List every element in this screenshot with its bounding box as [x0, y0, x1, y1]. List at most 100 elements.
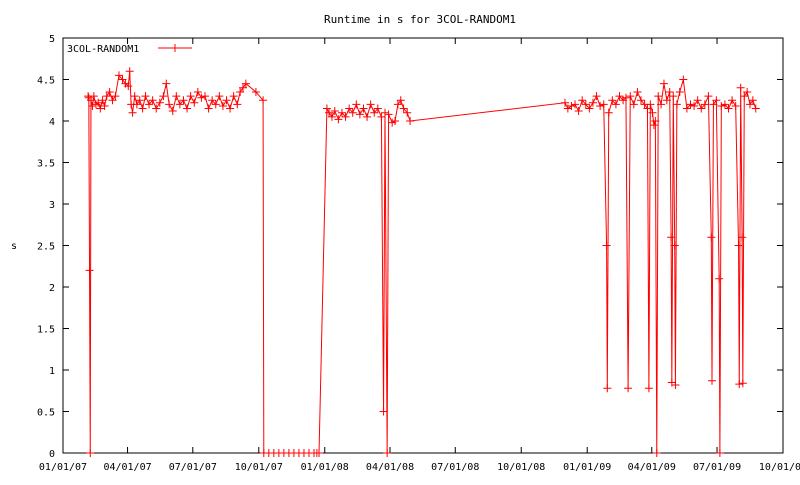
data-point [168, 107, 177, 116]
data-point [707, 233, 716, 242]
data-point [118, 75, 127, 84]
data-point [135, 96, 144, 105]
data-point [624, 384, 633, 393]
data-point [621, 93, 630, 102]
data-point [403, 108, 412, 117]
data-point [648, 108, 657, 117]
data-point [233, 100, 242, 109]
x-tick-label: 07/01/08 [431, 462, 479, 473]
data-point [652, 449, 661, 457]
data-point [406, 117, 415, 125]
x-tick-label: 10/01/07 [235, 462, 283, 473]
data-point [330, 107, 339, 116]
data-point [114, 71, 123, 80]
data-point [693, 96, 702, 105]
data-point [380, 108, 389, 117]
data-point [712, 96, 721, 105]
data-point [611, 100, 620, 109]
data-point [396, 96, 405, 105]
data-point [183, 104, 192, 113]
data-point [599, 100, 608, 109]
data-point [740, 92, 749, 101]
data-point [728, 96, 737, 105]
data-point [571, 100, 580, 109]
data-point [145, 100, 154, 109]
data-point [578, 96, 587, 105]
data-point [708, 376, 716, 385]
data-point [715, 274, 724, 283]
data-point [370, 108, 379, 117]
data-point [581, 100, 590, 109]
data-point [738, 379, 747, 388]
data-point [155, 98, 164, 107]
data-point [159, 92, 168, 101]
x-tick-label: 04/01/09 [628, 462, 676, 473]
data-point [94, 98, 103, 107]
data-point [697, 104, 706, 113]
data-point [377, 112, 386, 121]
data-point [654, 92, 663, 101]
data-point [644, 384, 653, 393]
data-point [86, 96, 95, 105]
y-tick-label: 4 [49, 117, 55, 128]
data-point [735, 380, 744, 389]
x-tick-label: 07/01/07 [169, 462, 217, 473]
data-point [88, 102, 97, 111]
data-point [348, 108, 357, 117]
data-point [148, 96, 157, 105]
data-point [567, 102, 576, 111]
data-point [679, 75, 688, 84]
data-point [325, 108, 334, 117]
y-tick-label: 2.5 [37, 242, 55, 253]
data-point [662, 96, 671, 105]
data-point [738, 233, 747, 242]
x-tick-label: 04/01/07 [103, 462, 151, 473]
x-tick-label: 04/01/08 [366, 462, 414, 473]
data-point [651, 117, 660, 125]
y-tick-label: 0 [49, 449, 55, 460]
data-point [671, 380, 680, 389]
data-point [720, 100, 729, 109]
data-point [322, 104, 331, 113]
y-axis-label: s [11, 241, 17, 252]
data-point [124, 82, 133, 91]
data-point [748, 96, 757, 105]
data-point [355, 110, 364, 119]
x-tick-label: 10/01/08 [497, 462, 545, 473]
data-point [89, 92, 98, 101]
data-point [229, 92, 238, 101]
data-point [603, 384, 612, 393]
data-point [724, 104, 733, 113]
data-point [560, 98, 569, 107]
data-point [211, 100, 220, 109]
y-tick-label: 3 [49, 200, 55, 211]
series-line [87, 71, 757, 454]
data-point [186, 92, 195, 101]
y-axis: 0 0.5 1 1.5 2 2.5 3 3.5 4 4.5 5 [37, 34, 783, 460]
data-point [588, 98, 597, 107]
data-point [141, 92, 150, 101]
data-point [657, 100, 666, 109]
data-point [152, 104, 161, 113]
y-tick-label: 1.5 [37, 325, 55, 336]
data-point [108, 96, 117, 105]
y-tick-label: 1 [49, 366, 55, 377]
data-point [604, 108, 613, 117]
series-layer [84, 67, 760, 457]
x-tick-label: 07/01/09 [693, 462, 741, 473]
data-point [215, 92, 224, 101]
data-point [366, 100, 375, 109]
data-point [111, 92, 120, 101]
data-point [226, 104, 235, 113]
data-point [204, 104, 213, 113]
data-point [574, 107, 583, 116]
data-point [193, 87, 202, 96]
data-point [98, 96, 107, 105]
data-point [383, 449, 392, 457]
data-point [334, 115, 343, 124]
data-point [359, 104, 368, 113]
data-point [690, 102, 699, 111]
data-point [672, 100, 681, 109]
data-point [105, 87, 114, 96]
data-point [731, 102, 740, 111]
